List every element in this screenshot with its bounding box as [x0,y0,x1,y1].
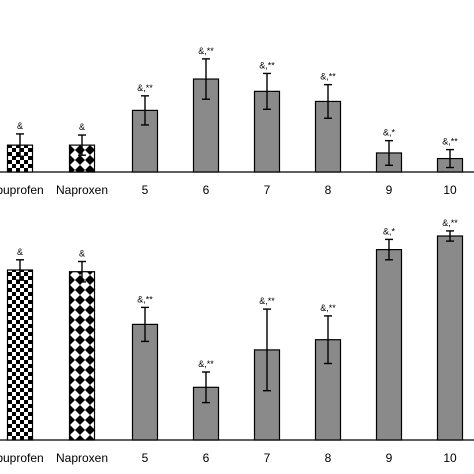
top-tick-label-2: 5 [142,183,149,197]
bottom-tick-label-7: 10 [443,451,457,465]
bottom-tick-label-0: buprofen [0,451,44,465]
top-tick-label-5: 8 [325,183,332,197]
bottom-bar-naproxen [68,271,96,441]
bottom-significance-label-4: &,** [259,296,275,306]
bottom-significance-label-7: &,** [442,218,458,228]
bottom-tick-label-3: 6 [203,451,210,465]
top-tick-label-3: 6 [203,183,210,197]
bottom-bar-9 [375,249,403,441]
top-significance-label-4: &,** [259,60,275,70]
bottom-panel: & buprofen & Naproxen &,** 5 &,** 6 &,** 7 &,** 8 &,… [0,218,474,465]
top-significance-label-7: &,** [442,137,458,147]
top-tick-label-4: 7 [264,183,271,197]
top-significance-label-2: &,** [137,83,153,93]
top-tick-label-7: 10 [443,183,457,197]
bottom-tick-label-5: 8 [325,451,332,465]
bottom-significance-label-5: &,** [320,303,336,313]
top-significance-label-6: &,* [383,128,396,138]
bottom-bar-ibuprofen [6,269,34,441]
bottom-bar-5 [131,323,159,441]
top-tick-label-0: buprofen [0,183,44,197]
top-significance-label-5: &,** [320,72,336,82]
bottom-bar-10 [436,235,464,441]
bottom-significance-label-3: &,** [198,359,214,369]
bottom-tick-label-6: 9 [386,451,393,465]
top-tick-label-6: 9 [386,183,393,197]
bottom-significance-label-6: &,* [383,226,396,236]
bottom-tick-label-1: Naproxen [56,451,108,465]
top-panel: & buprofen & Naproxen &,** 5 &,** 6 &,** 7 &,** 8 &,… [0,46,474,197]
top-significance-label-3: &,** [198,46,214,56]
bottom-tick-label-4: 7 [264,451,271,465]
bottom-significance-label-1: & [79,249,85,259]
top-tick-label-1: Naproxen [56,183,108,197]
top-significance-label-1: & [79,122,85,132]
top-significance-label-0: & [17,121,23,131]
bottom-tick-label-2: 5 [142,451,149,465]
bottom-significance-label-2: &,** [137,294,153,304]
bottom-significance-label-0: & [17,247,23,257]
